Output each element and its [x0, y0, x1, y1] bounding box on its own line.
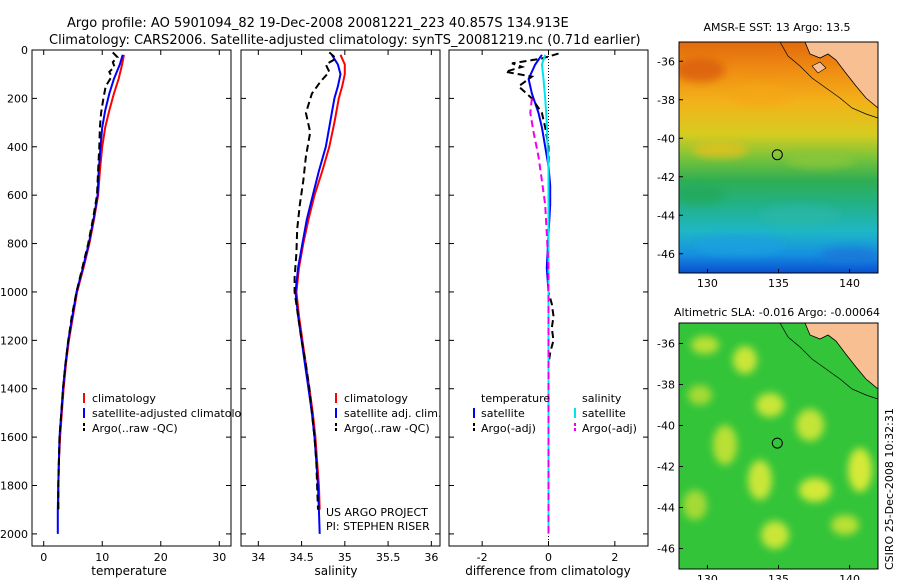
temperature-legend-climatology: climatology [92, 392, 156, 405]
sla_map-xtick-label: 140 [839, 573, 860, 580]
temperature-legend: climatology satellite-adjusted climatolo… [83, 392, 255, 435]
sst-map-title: AMSR-E SST: 13 Argo: 13.5 [703, 21, 850, 34]
difference-xlabel: difference from climatology [465, 564, 631, 578]
sst_map-ytick-label: -36 [657, 55, 675, 68]
difference-legend-sal-satellite: satellite [582, 407, 626, 420]
sst-float-marker [771, 149, 783, 161]
difference-legend-salinity-header: salinity [582, 392, 622, 405]
sla_map-ytick-label: -42 [657, 461, 675, 474]
salinity-ticks-group: 34 34.5 35 35.5 36 [241, 49, 440, 564]
temperature-xlabel: temperature [91, 564, 166, 578]
temperature-ytick-label: 1600 [0, 431, 28, 444]
sla-map-title: Altimetric SLA: -0.016 Argo: -0.00064 [674, 306, 880, 319]
temperature-ytick-label: 200 [7, 92, 28, 105]
sla_map-ytick-label: -40 [657, 420, 675, 433]
temperature-series-argo-raw-qc [57, 51, 119, 510]
difference-legend-temp-argo: Argo(-adj) [481, 422, 536, 435]
sla_map-ytick-label: -46 [657, 543, 675, 556]
salinity-legend-climatology: climatology [344, 392, 408, 405]
difference-legend: temperature salinity satellite Argo(-adj… [473, 392, 637, 435]
sst_map-ytick-label: -42 [657, 171, 675, 184]
difference-profile-panel: -2 0 2 difference from climatology tempera… [448, 49, 649, 578]
salinity-series-group [293, 51, 346, 534]
salinity-xtick-label: 35.5 [376, 551, 401, 564]
salinity-axes-box [240, 49, 441, 547]
temperature-axes-box [31, 49, 232, 547]
sst-texture [679, 58, 878, 263]
salinity-xtick-label: 35 [338, 551, 352, 564]
temperature-ticks-group: 0 10 20 30 0 200 400 600 800 1000 1200 1400 1600 1800… [0, 44, 231, 564]
temperature-ytick-label: 1400 [0, 383, 28, 396]
sst-map-panel: AMSR-E SST: 13 Argo: 13.5 130 135 140 -36 -3… [657, 21, 879, 290]
salinity-xlabel: salinity [314, 564, 357, 578]
temperature-ytick-label: 1800 [0, 480, 28, 493]
temperature-ytick-label: 600 [7, 189, 28, 202]
sst_map-ytick-label: -44 [657, 209, 675, 222]
credit-pi: PI: STEPHEN RISER [326, 520, 430, 533]
sla_map-ytick-label: -38 [657, 379, 675, 392]
sla_map-xtick-label: 130 [697, 573, 718, 580]
difference-xtick-label: 2 [611, 551, 618, 564]
sst-shelf-contour [779, 42, 878, 119]
difference-legend-temp-satellite: satellite [481, 407, 525, 420]
temperature-xtick-label: 0 [40, 551, 47, 564]
salinity-profile-panel: 34 34.5 35 35.5 36 salinity climatology sate… [240, 49, 441, 578]
salinity-legend: climatology satellite adj. clim. Argo(..… [335, 392, 441, 435]
sst_map-ytick-label: -40 [657, 132, 675, 145]
temperature-ytick-label: 1000 [0, 286, 28, 299]
temperature-profile-panel: 0 10 20 30 0 200 400 600 800 1000 1200 1400 1600 1800… [0, 44, 255, 578]
sla-float-marker [771, 437, 783, 449]
sla-map-image [679, 323, 878, 569]
sst-island [811, 61, 827, 74]
sst_map-xtick-label: 140 [839, 277, 860, 290]
difference-series-group [505, 52, 559, 534]
difference-legend-temperature-header: temperature [481, 392, 550, 405]
salinity-legend-argo: Argo(..raw -QC) [344, 422, 430, 435]
difference-legend-sal-argo: Argo(-adj) [582, 422, 637, 435]
difference-ticks-group: -2 0 2 [449, 49, 648, 564]
sla_map-ytick-label: -36 [657, 338, 675, 351]
difference-xtick-label: 0 [545, 551, 552, 564]
difference-series-salinity-argo-adj [529, 98, 550, 534]
sla_map-xtick-label: 135 [768, 573, 789, 580]
sla-shelf-contour [779, 323, 878, 400]
sst-land [804, 42, 878, 109]
salinity-xtick-label: 36 [424, 551, 438, 564]
temperature-ytick-label: 2000 [0, 528, 28, 541]
sst-map-image [679, 42, 878, 273]
sst_map-xtick-label: 135 [768, 277, 789, 290]
sla_map-ytick-label: -44 [657, 502, 675, 515]
sla-anomalies [683, 336, 872, 549]
temperature-ytick-label: 0 [21, 44, 28, 57]
salinity-xtick-label: 34.5 [289, 551, 314, 564]
sla-map-panel: Altimetric SLA: -0.016 Argo: -0.00064 [657, 306, 880, 580]
salinity-legend-satellite: satellite adj. clim. [344, 407, 441, 420]
temperature-xtick-label: 30 [212, 551, 226, 564]
sla-ticks-group: 130 135 140 -36 -38 -40 -42 -44 -46 [657, 338, 860, 580]
sst_map-xtick-label: 130 [697, 277, 718, 290]
temperature-legend-satellite: satellite-adjusted climatology [92, 407, 255, 420]
temperature-ytick-label: 1200 [0, 334, 28, 347]
figure-title-line2: Climatology: CARS2006. Satellite-adjuste… [49, 33, 641, 48]
credit-project: US ARGO PROJECT [326, 506, 428, 519]
sla-land [804, 323, 878, 390]
temperature-xtick-label: 10 [95, 551, 109, 564]
temperature-xtick-label: 20 [154, 551, 168, 564]
figure-title-line1: Argo profile: AO 5901094_82 19-Dec-2008 … [67, 16, 569, 31]
temperature-legend-argo: Argo(..raw -QC) [92, 422, 178, 435]
sst_map-ytick-label: -38 [657, 94, 675, 107]
temperature-ytick-label: 400 [7, 141, 28, 154]
temperature-ytick-label: 800 [7, 238, 28, 251]
sst-ticks-group: 130 135 140 -36 -38 -40 -42 -44 -46 [657, 55, 860, 290]
sst_map-ytick-label: -46 [657, 248, 675, 261]
csiro-timestamp: CSIRO 25-Dec-2008 10:32:31 [883, 408, 896, 570]
temperature-series-group [56, 51, 125, 534]
difference-xtick-label: -2 [477, 551, 488, 564]
salinity-xtick-label: 34 [251, 551, 265, 564]
